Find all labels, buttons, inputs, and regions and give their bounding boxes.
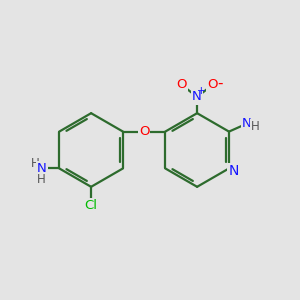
Text: O: O xyxy=(207,78,218,91)
Text: H: H xyxy=(37,173,46,186)
Text: H: H xyxy=(31,158,40,170)
Text: H: H xyxy=(250,120,259,133)
Text: O: O xyxy=(176,78,187,91)
Text: N: N xyxy=(192,91,202,103)
Text: N: N xyxy=(37,163,46,176)
Text: N: N xyxy=(228,164,239,178)
Text: -: - xyxy=(217,76,223,91)
Text: Cl: Cl xyxy=(85,200,98,212)
Text: O: O xyxy=(139,125,149,138)
Text: N: N xyxy=(242,117,251,130)
Text: +: + xyxy=(197,86,206,96)
